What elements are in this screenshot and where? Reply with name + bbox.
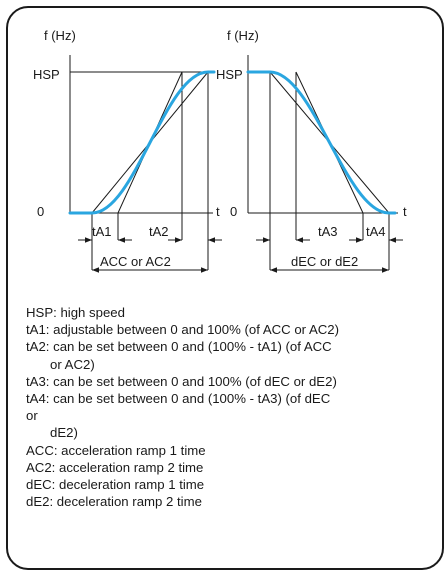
decel-total-label: dEC or dE2 xyxy=(291,254,358,269)
decel-s-ramp-curve xyxy=(246,70,397,215)
diagram-frame xyxy=(6,6,444,570)
decel-hsp-label: HSP xyxy=(216,67,243,82)
accel-ta1-label: tA1 xyxy=(92,224,112,239)
legend-line: tA4: can be set between 0 and (100% - tA… xyxy=(26,391,331,407)
accel-total-label: ACC or AC2 xyxy=(100,254,171,269)
ramp-diagram: f (Hz) HSP 0 t tA1 tA2 ACC or AC2 f (Hz)… xyxy=(33,28,407,273)
legend-line: tA2: can be set between 0 and (100% - tA… xyxy=(26,339,332,355)
deceleration-chart: f (Hz) HSP 0 t tA3 tA4 dEC or dE2 xyxy=(216,28,407,273)
legend-line: tA1: adjustable between 0 and 100% (of A… xyxy=(26,322,340,338)
legend-line: or AC2) xyxy=(50,356,95,372)
accel-hsp-label: HSP xyxy=(33,67,60,82)
legend-line: ACC: acceleration ramp 1 time xyxy=(26,442,206,458)
acceleration-chart: f (Hz) HSP 0 t tA1 tA2 ACC or AC2 xyxy=(33,28,222,273)
decel-y-axis-label: f (Hz) xyxy=(227,28,259,43)
legend-line: dEC: deceleration ramp 1 time xyxy=(26,477,205,493)
decel-ta4-label: tA4 xyxy=(366,224,386,239)
decel-zero-label: 0 xyxy=(230,204,237,219)
legend-line: dE2: deceleration ramp 2 time xyxy=(26,494,202,510)
accel-t-label: t xyxy=(216,204,220,219)
decel-ta3-label: tA3 xyxy=(318,224,338,239)
accel-ta2-label: tA2 xyxy=(149,224,169,239)
legend-line: tA3: can be set between 0 and 100% (of d… xyxy=(26,373,337,389)
legend-line: HSP: high speed xyxy=(26,305,125,320)
accel-zero-label: 0 xyxy=(37,204,44,219)
accel-y-axis-label: f (Hz) xyxy=(44,28,76,43)
legend-line: or xyxy=(26,408,38,424)
legend: HSP: high speed tA1: adjustable between … xyxy=(26,304,436,510)
legend-line: AC2: acceleration ramp 2 time xyxy=(26,459,204,475)
legend-line: dE2) xyxy=(50,425,78,441)
accel-s-ramp-curve xyxy=(68,70,216,215)
decel-t-label: t xyxy=(403,204,407,219)
